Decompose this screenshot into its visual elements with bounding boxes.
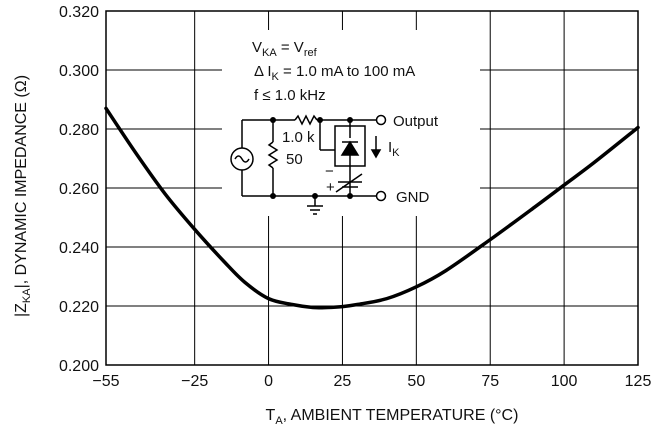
x-tick-label: 25: [334, 373, 352, 390]
plus-sign: +: [326, 179, 335, 196]
plot-frame: [105, 10, 639, 366]
resistor-1k-label: 1.0 k: [282, 129, 315, 146]
impedance-curve: [104, 106, 640, 310]
x-tick-label: −25: [181, 373, 208, 390]
gnd-label: GND: [396, 189, 430, 206]
ik-label: IK: [388, 139, 400, 159]
resistor-50-icon: [267, 141, 279, 169]
y-tick-label: 0.280: [59, 122, 99, 139]
y-tick-label: 0.320: [59, 4, 99, 21]
x-tick-label: 100: [551, 373, 578, 390]
x-tick-labels: −55 −25 0 25 50 75 100 125: [92, 373, 651, 390]
gnd-terminal-icon: [375, 190, 387, 202]
output-label: Output: [393, 113, 439, 130]
x-tick-label: −55: [92, 373, 119, 390]
y-axis-label: |ZKA|, DYNAMIC IMPEDANCE (Ω): [13, 75, 33, 317]
condition-vka: VKA = Vref: [252, 39, 318, 59]
y-tick-label: 0.300: [59, 63, 99, 80]
condition-frequency: f ≤ 1.0 kHz: [254, 87, 326, 104]
x-tick-label: 75: [481, 373, 499, 390]
y-tick-label: 0.240: [59, 240, 99, 257]
test-conditions-inset: VKA = Vref Δ IK = 1.0 mA to 100 mA f ≤ 1…: [222, 30, 480, 216]
condition-delta-ik: Δ IK = 1.0 mA to 100 mA: [254, 63, 415, 83]
y-tick-label: 0.260: [59, 181, 99, 198]
inset-background: [222, 30, 480, 216]
x-tick-label: 50: [407, 373, 425, 390]
y-tick-label: 0.220: [59, 299, 99, 316]
x-tick-label: 125: [625, 373, 652, 390]
x-axis-label: TA, AMBIENT TEMPERATURE (°C): [266, 407, 519, 427]
minus-sign: −: [325, 163, 334, 180]
resistor-50-label: 50: [286, 151, 303, 168]
y-tick-labels: 0.200 0.220 0.240 0.260 0.280 0.300 0.320: [59, 4, 99, 375]
resistor-1k-icon: [294, 114, 318, 126]
x-tick-label: 0: [264, 373, 273, 390]
test-circuit: [230, 114, 387, 215]
junction-dots: [270, 117, 353, 199]
output-terminal-icon: [375, 114, 387, 126]
y-tick-label: 0.200: [59, 358, 99, 375]
